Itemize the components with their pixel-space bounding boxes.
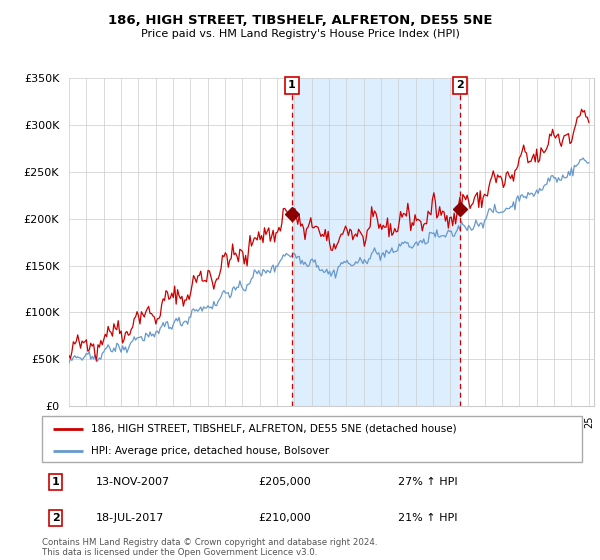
Text: Price paid vs. HM Land Registry's House Price Index (HPI): Price paid vs. HM Land Registry's House … xyxy=(140,29,460,39)
Text: 18-JUL-2017: 18-JUL-2017 xyxy=(96,513,164,523)
Text: 186, HIGH STREET, TIBSHELF, ALFRETON, DE55 5NE: 186, HIGH STREET, TIBSHELF, ALFRETON, DE… xyxy=(108,14,492,27)
Text: 2: 2 xyxy=(456,80,464,90)
Text: 1: 1 xyxy=(288,80,296,90)
Text: 2: 2 xyxy=(52,513,59,523)
Text: 27% ↑ HPI: 27% ↑ HPI xyxy=(398,477,458,487)
Text: 21% ↑ HPI: 21% ↑ HPI xyxy=(398,513,458,523)
Text: £210,000: £210,000 xyxy=(258,513,311,523)
FancyBboxPatch shape xyxy=(42,416,582,462)
Text: 13-NOV-2007: 13-NOV-2007 xyxy=(96,477,170,487)
Text: 186, HIGH STREET, TIBSHELF, ALFRETON, DE55 5NE (detached house): 186, HIGH STREET, TIBSHELF, ALFRETON, DE… xyxy=(91,424,456,434)
Text: 1: 1 xyxy=(52,477,59,487)
Text: HPI: Average price, detached house, Bolsover: HPI: Average price, detached house, Bols… xyxy=(91,446,329,455)
Text: Contains HM Land Registry data © Crown copyright and database right 2024.
This d: Contains HM Land Registry data © Crown c… xyxy=(42,538,377,557)
Bar xyxy=(292,78,460,406)
Text: £205,000: £205,000 xyxy=(258,477,311,487)
